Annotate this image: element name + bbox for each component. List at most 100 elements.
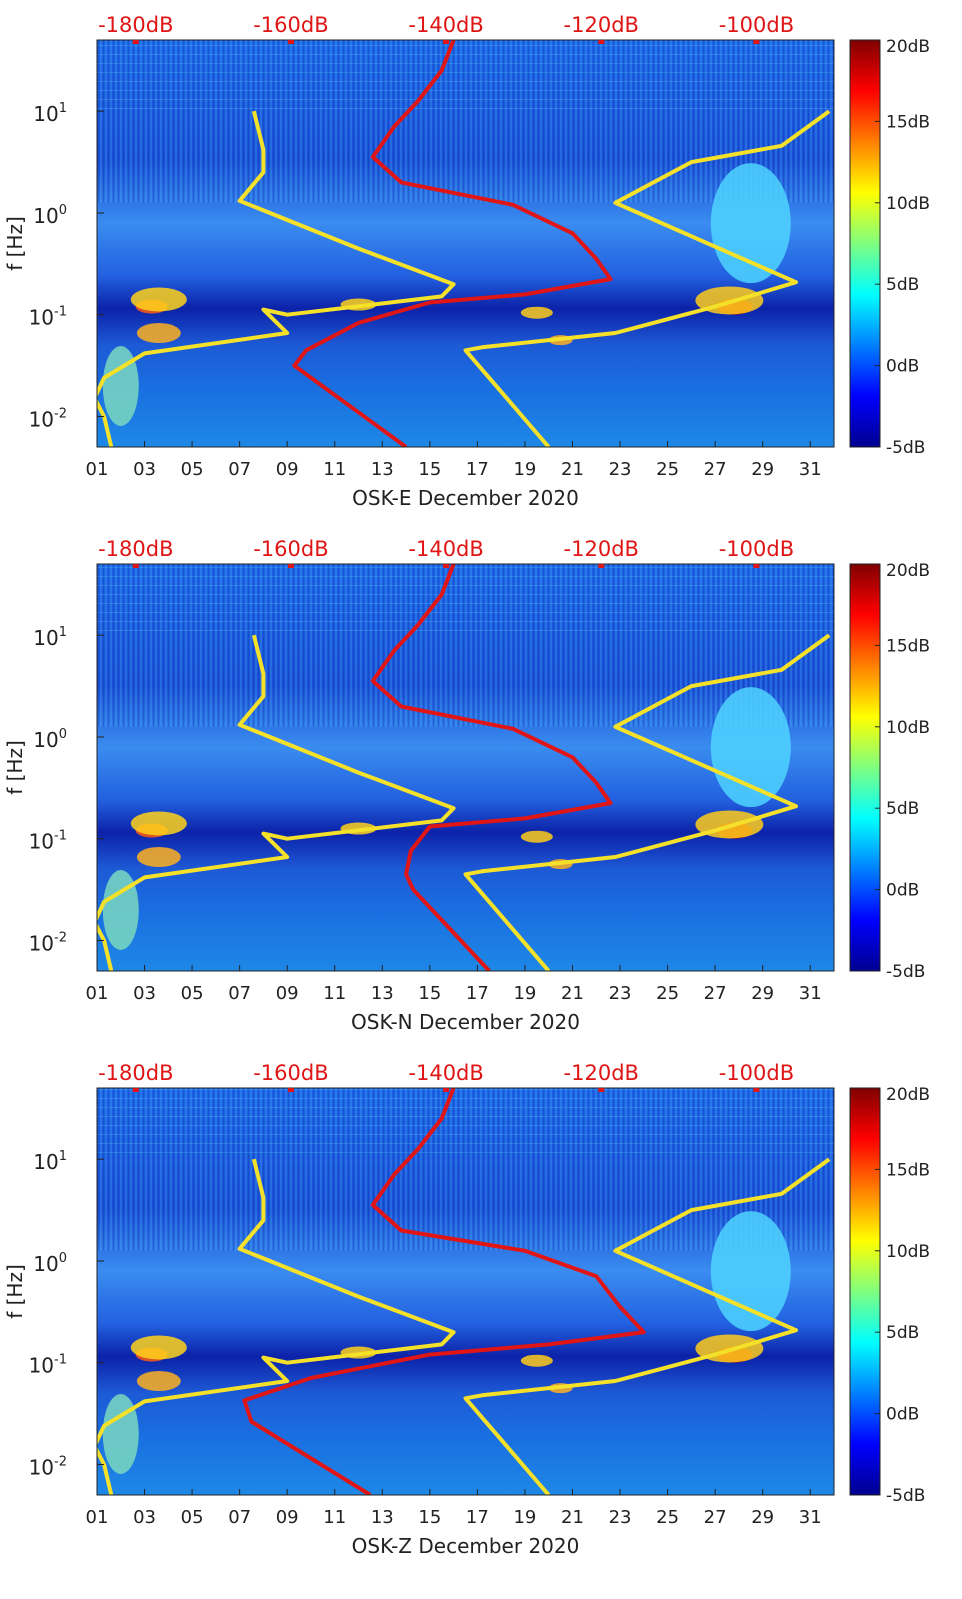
top-axis-tick bbox=[132, 564, 139, 568]
top-axis-label: -180dB bbox=[98, 1061, 173, 1085]
y-tick-label: 10-1 bbox=[29, 305, 67, 330]
station-noise-curve bbox=[370, 564, 613, 971]
top-axis-tick bbox=[598, 1088, 605, 1092]
top-axis-tick bbox=[753, 40, 760, 44]
y-tick-label: 10-2 bbox=[29, 930, 67, 955]
top-axis-tick bbox=[753, 564, 760, 568]
x-tick-label: 31 bbox=[799, 983, 822, 1004]
x-tick-label: 27 bbox=[704, 983, 727, 1004]
heatmap-texture bbox=[97, 40, 834, 114]
heatmap-burst bbox=[710, 687, 791, 808]
y-tick-label: 101 bbox=[33, 625, 67, 650]
x-tick-label: 15 bbox=[418, 983, 441, 1004]
plot-frame bbox=[96, 563, 835, 972]
x-tick-label: 05 bbox=[181, 983, 204, 1004]
heatmap-burst bbox=[136, 847, 181, 868]
x-tick-label: 23 bbox=[609, 983, 632, 1004]
colorbar-tick-label: 15dB bbox=[886, 112, 930, 132]
top-axis-label: -160dB bbox=[253, 13, 328, 37]
x-tick-label: 23 bbox=[609, 459, 632, 480]
top-axis-tick bbox=[443, 1088, 450, 1092]
top-axis-label: -160dB bbox=[253, 1061, 328, 1085]
spectrogram-panel: 01 03 05 07 09 11 13 15 17 19 21 23 25 27 29 31 OSK-N De… bbox=[3, 537, 930, 1034]
top-axis-label: -180dB bbox=[98, 537, 173, 561]
x-tick-label: 23 bbox=[609, 1507, 632, 1528]
heatmap-burst bbox=[130, 1335, 187, 1360]
colorbar bbox=[849, 1087, 881, 1496]
top-axis-tick bbox=[443, 40, 450, 44]
x-tick-label: 13 bbox=[371, 1507, 394, 1528]
station-noise-curve bbox=[242, 1088, 646, 1495]
y-tick-label: 10-1 bbox=[29, 829, 67, 854]
top-axis-label: -100dB bbox=[719, 537, 794, 561]
spectrogram-panel: 01 03 05 07 09 11 13 15 17 19 21 23 25 27 29 31 OSK-E De… bbox=[3, 13, 930, 510]
y-tick-label: 100 bbox=[33, 727, 67, 752]
y-tick-label: 10-2 bbox=[29, 406, 67, 431]
colorbar-tick-label: 15dB bbox=[886, 636, 930, 656]
x-tick-label: 29 bbox=[751, 1507, 774, 1528]
x-tick-label: 01 bbox=[86, 983, 109, 1004]
colorbar-tick-label: 5dB bbox=[886, 799, 919, 819]
top-axis-tick bbox=[287, 40, 294, 44]
x-tick-label: 29 bbox=[751, 459, 774, 480]
noise-model-curve bbox=[97, 1158, 456, 1495]
x-tick-label: 19 bbox=[513, 983, 536, 1004]
heatmap-burst bbox=[130, 811, 187, 836]
spectrogram-panel: 01 03 05 07 09 11 13 15 17 19 21 23 25 27 29 31 OSK-Z De… bbox=[3, 1061, 930, 1558]
top-axis-tick bbox=[287, 564, 294, 568]
top-axis-tick bbox=[287, 1088, 294, 1092]
x-tick-label: 21 bbox=[561, 983, 584, 1004]
heatmap-texture bbox=[97, 1088, 834, 1162]
colorbar-tick-label: 0dB bbox=[886, 1405, 919, 1425]
heatmap-burst bbox=[136, 1371, 181, 1392]
x-tick-label: 07 bbox=[228, 983, 251, 1004]
x-tick-label: 17 bbox=[466, 983, 489, 1004]
x-tick-label: 29 bbox=[751, 983, 774, 1004]
plot-frame bbox=[96, 39, 835, 448]
colorbar-tick-label: -5dB bbox=[886, 962, 925, 982]
x-tick-label: 07 bbox=[228, 1507, 251, 1528]
y-tick-label: 100 bbox=[33, 1251, 67, 1276]
noise-model-curve bbox=[463, 633, 831, 971]
x-axis-title: OSK-Z December 2020 bbox=[352, 1534, 580, 1558]
colorbar bbox=[849, 563, 881, 972]
heatmap-burst bbox=[102, 1393, 139, 1474]
x-tick-label: 15 bbox=[418, 1507, 441, 1528]
top-axis-label: -140dB bbox=[408, 1061, 483, 1085]
colorbar-tick-label: 0dB bbox=[886, 357, 919, 377]
x-tick-label: 21 bbox=[561, 459, 584, 480]
y-axis-title: f [Hz] bbox=[3, 216, 27, 271]
heatmap-burst bbox=[520, 306, 553, 319]
x-tick-label: 11 bbox=[323, 1507, 346, 1528]
x-tick-label: 31 bbox=[799, 459, 822, 480]
x-tick-label: 25 bbox=[656, 459, 679, 480]
plot-frame bbox=[96, 1087, 835, 1496]
x-tick-label: 11 bbox=[323, 459, 346, 480]
top-axis-label: -100dB bbox=[719, 1061, 794, 1085]
colorbar-tick-label: 5dB bbox=[886, 1323, 919, 1343]
colorbar-tick-label: 15dB bbox=[886, 1160, 930, 1180]
top-axis-label: -100dB bbox=[719, 13, 794, 37]
y-tick-label: 101 bbox=[33, 101, 67, 126]
x-axis-title: OSK-N December 2020 bbox=[351, 1010, 580, 1034]
x-tick-label: 05 bbox=[181, 1507, 204, 1528]
colorbar-tick-label: 10dB bbox=[886, 718, 930, 738]
top-axis-label: -140dB bbox=[408, 537, 483, 561]
x-tick-label: 17 bbox=[466, 459, 489, 480]
y-tick-label: 101 bbox=[33, 1149, 67, 1174]
colorbar bbox=[849, 39, 881, 448]
x-tick-label: 13 bbox=[371, 983, 394, 1004]
colorbar-tick-label: 10dB bbox=[886, 194, 930, 214]
x-tick-label: 15 bbox=[418, 459, 441, 480]
x-tick-label: 27 bbox=[704, 459, 727, 480]
x-tick-label: 11 bbox=[323, 983, 346, 1004]
top-axis-label: -120dB bbox=[564, 13, 639, 37]
x-tick-label: 31 bbox=[799, 1507, 822, 1528]
colorbar-tick-label: 20dB bbox=[886, 1085, 930, 1105]
top-axis-tick bbox=[132, 40, 139, 44]
x-tick-label: 21 bbox=[561, 1507, 584, 1528]
top-axis-tick bbox=[598, 564, 605, 568]
x-tick-label: 25 bbox=[656, 1507, 679, 1528]
colorbar-tick-label: -5dB bbox=[886, 438, 925, 458]
